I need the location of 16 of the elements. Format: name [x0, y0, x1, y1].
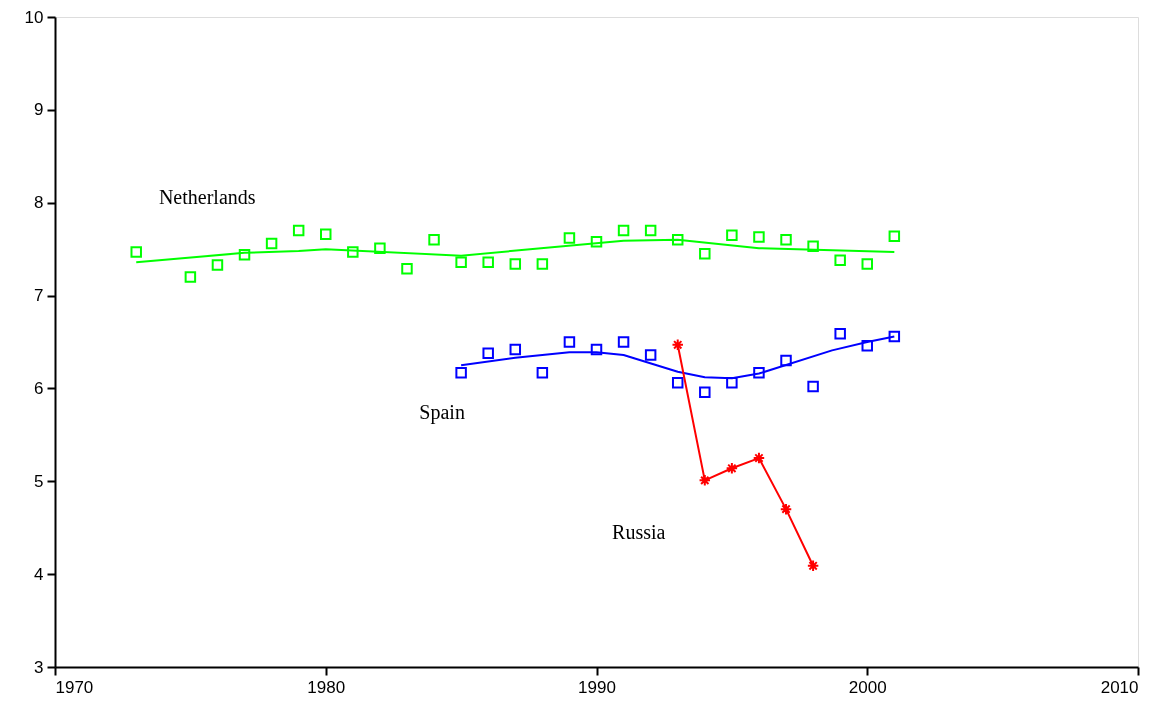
text: Russia	[612, 520, 666, 543]
y-tick-label: 6	[34, 378, 44, 398]
y-tick-label: 9	[34, 100, 44, 120]
y-tick-label: 10	[24, 7, 44, 27]
x-tick-label: 2000	[848, 677, 887, 697]
x-tick-label: 1970	[55, 677, 94, 697]
y-tick-label: 5	[34, 471, 44, 491]
series-label: Netherlands	[158, 185, 256, 208]
x-tick-label: 1990	[578, 677, 616, 697]
y-tick-label: 7	[34, 286, 44, 306]
y-tick-label: 8	[34, 193, 44, 213]
y-tick-label: 3	[34, 657, 44, 677]
x-tick-label: 1980	[307, 677, 346, 697]
x-tick-label: 2010	[1100, 677, 1139, 697]
series-label: Spain	[419, 400, 465, 424]
y-tick-label: 4	[34, 564, 44, 584]
